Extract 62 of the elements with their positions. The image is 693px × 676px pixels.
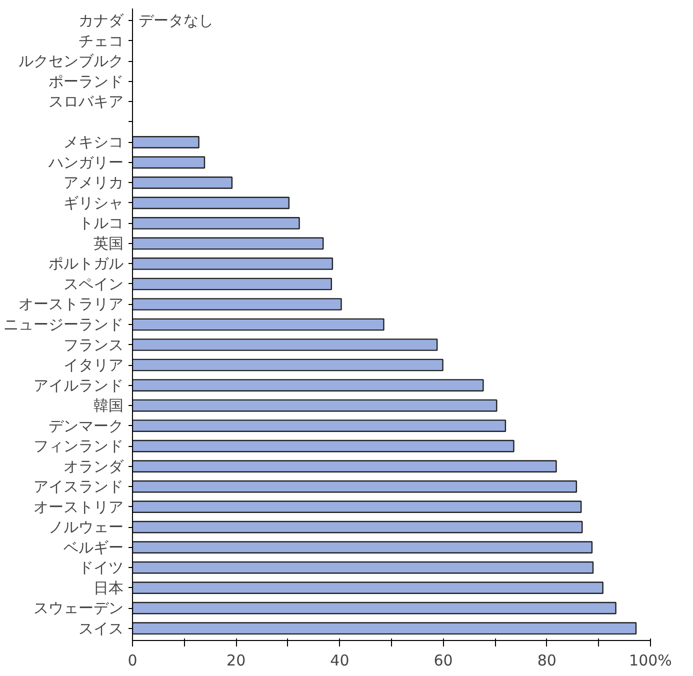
y-tick-label: オーストラリア	[18, 295, 124, 314]
bar	[132, 136, 200, 148]
bar	[132, 561, 594, 574]
x-tick-label: 0	[128, 652, 138, 670]
bar	[132, 460, 557, 472]
bar	[132, 278, 332, 290]
y-tick-label: ベルギー	[64, 538, 124, 556]
y-tick-label: イタリア	[64, 356, 124, 374]
y-tick-label: アメリカ	[64, 174, 124, 192]
bar	[132, 379, 484, 392]
bar	[132, 582, 604, 594]
x-tick-label: 40	[330, 652, 350, 670]
bar	[132, 258, 334, 270]
bar	[132, 358, 444, 372]
y-tick-label: ニュージーランド	[4, 316, 124, 334]
y-tick-label: ノルウェー	[48, 518, 124, 536]
y-tick-label: アイスランド	[34, 478, 124, 496]
y-tick-label: メキシコ	[64, 133, 124, 152]
y-tick-label: 韓国	[94, 396, 124, 415]
bar	[132, 176, 233, 189]
bar	[132, 622, 637, 635]
x-tick-label: 20	[226, 652, 246, 670]
y-tick-label: 英国	[94, 234, 124, 252]
y-tick-label: オランダ	[64, 457, 124, 476]
y-tick-label: ポルトガル	[48, 254, 124, 273]
y-tick-label: トルコ	[78, 214, 124, 232]
bar	[132, 420, 506, 432]
bar	[132, 156, 206, 169]
y-tick-label: チェコ	[78, 32, 124, 50]
bar	[132, 602, 616, 614]
y-tick-label: ドイツ	[78, 558, 124, 577]
bar	[132, 440, 514, 452]
y-tick-label: ハンガリー	[48, 153, 124, 172]
y-tick-label: カナダ	[78, 12, 124, 30]
y-tick-label: フィンランド	[34, 437, 124, 456]
y-tick-label: デンマーク	[48, 416, 124, 435]
bar	[132, 217, 300, 230]
y-tick-label: スペイン	[64, 274, 124, 293]
y-tick-label: ルクセンブルク	[18, 52, 124, 70]
y-tick-label: ポーランド	[48, 72, 124, 90]
y-tick-label: オーストリア	[34, 498, 124, 516]
y-tick-label: スウェーデン	[34, 599, 124, 618]
y-tick-label: スロバキア	[48, 92, 124, 111]
bar	[132, 338, 438, 351]
bar	[132, 298, 342, 310]
y-tick-label: 日本	[94, 578, 124, 597]
y-tick-label: スイス	[78, 619, 124, 638]
x-tick-label: 80	[537, 652, 556, 670]
y-tick-label: アイルランド	[34, 376, 124, 394]
x-tick-label: 100%	[629, 652, 672, 670]
bar	[132, 318, 384, 331]
bar	[132, 480, 578, 493]
bar	[132, 541, 593, 554]
x-tick-label: 60	[434, 652, 453, 670]
annotation: データなし	[138, 12, 214, 30]
bar	[132, 196, 290, 210]
y-tick-label: ギリシャ	[64, 194, 124, 212]
bar	[132, 399, 498, 412]
y-tick-label: フランス	[64, 336, 124, 354]
bar	[132, 237, 324, 250]
bar	[132, 520, 583, 534]
bar	[132, 500, 582, 513]
